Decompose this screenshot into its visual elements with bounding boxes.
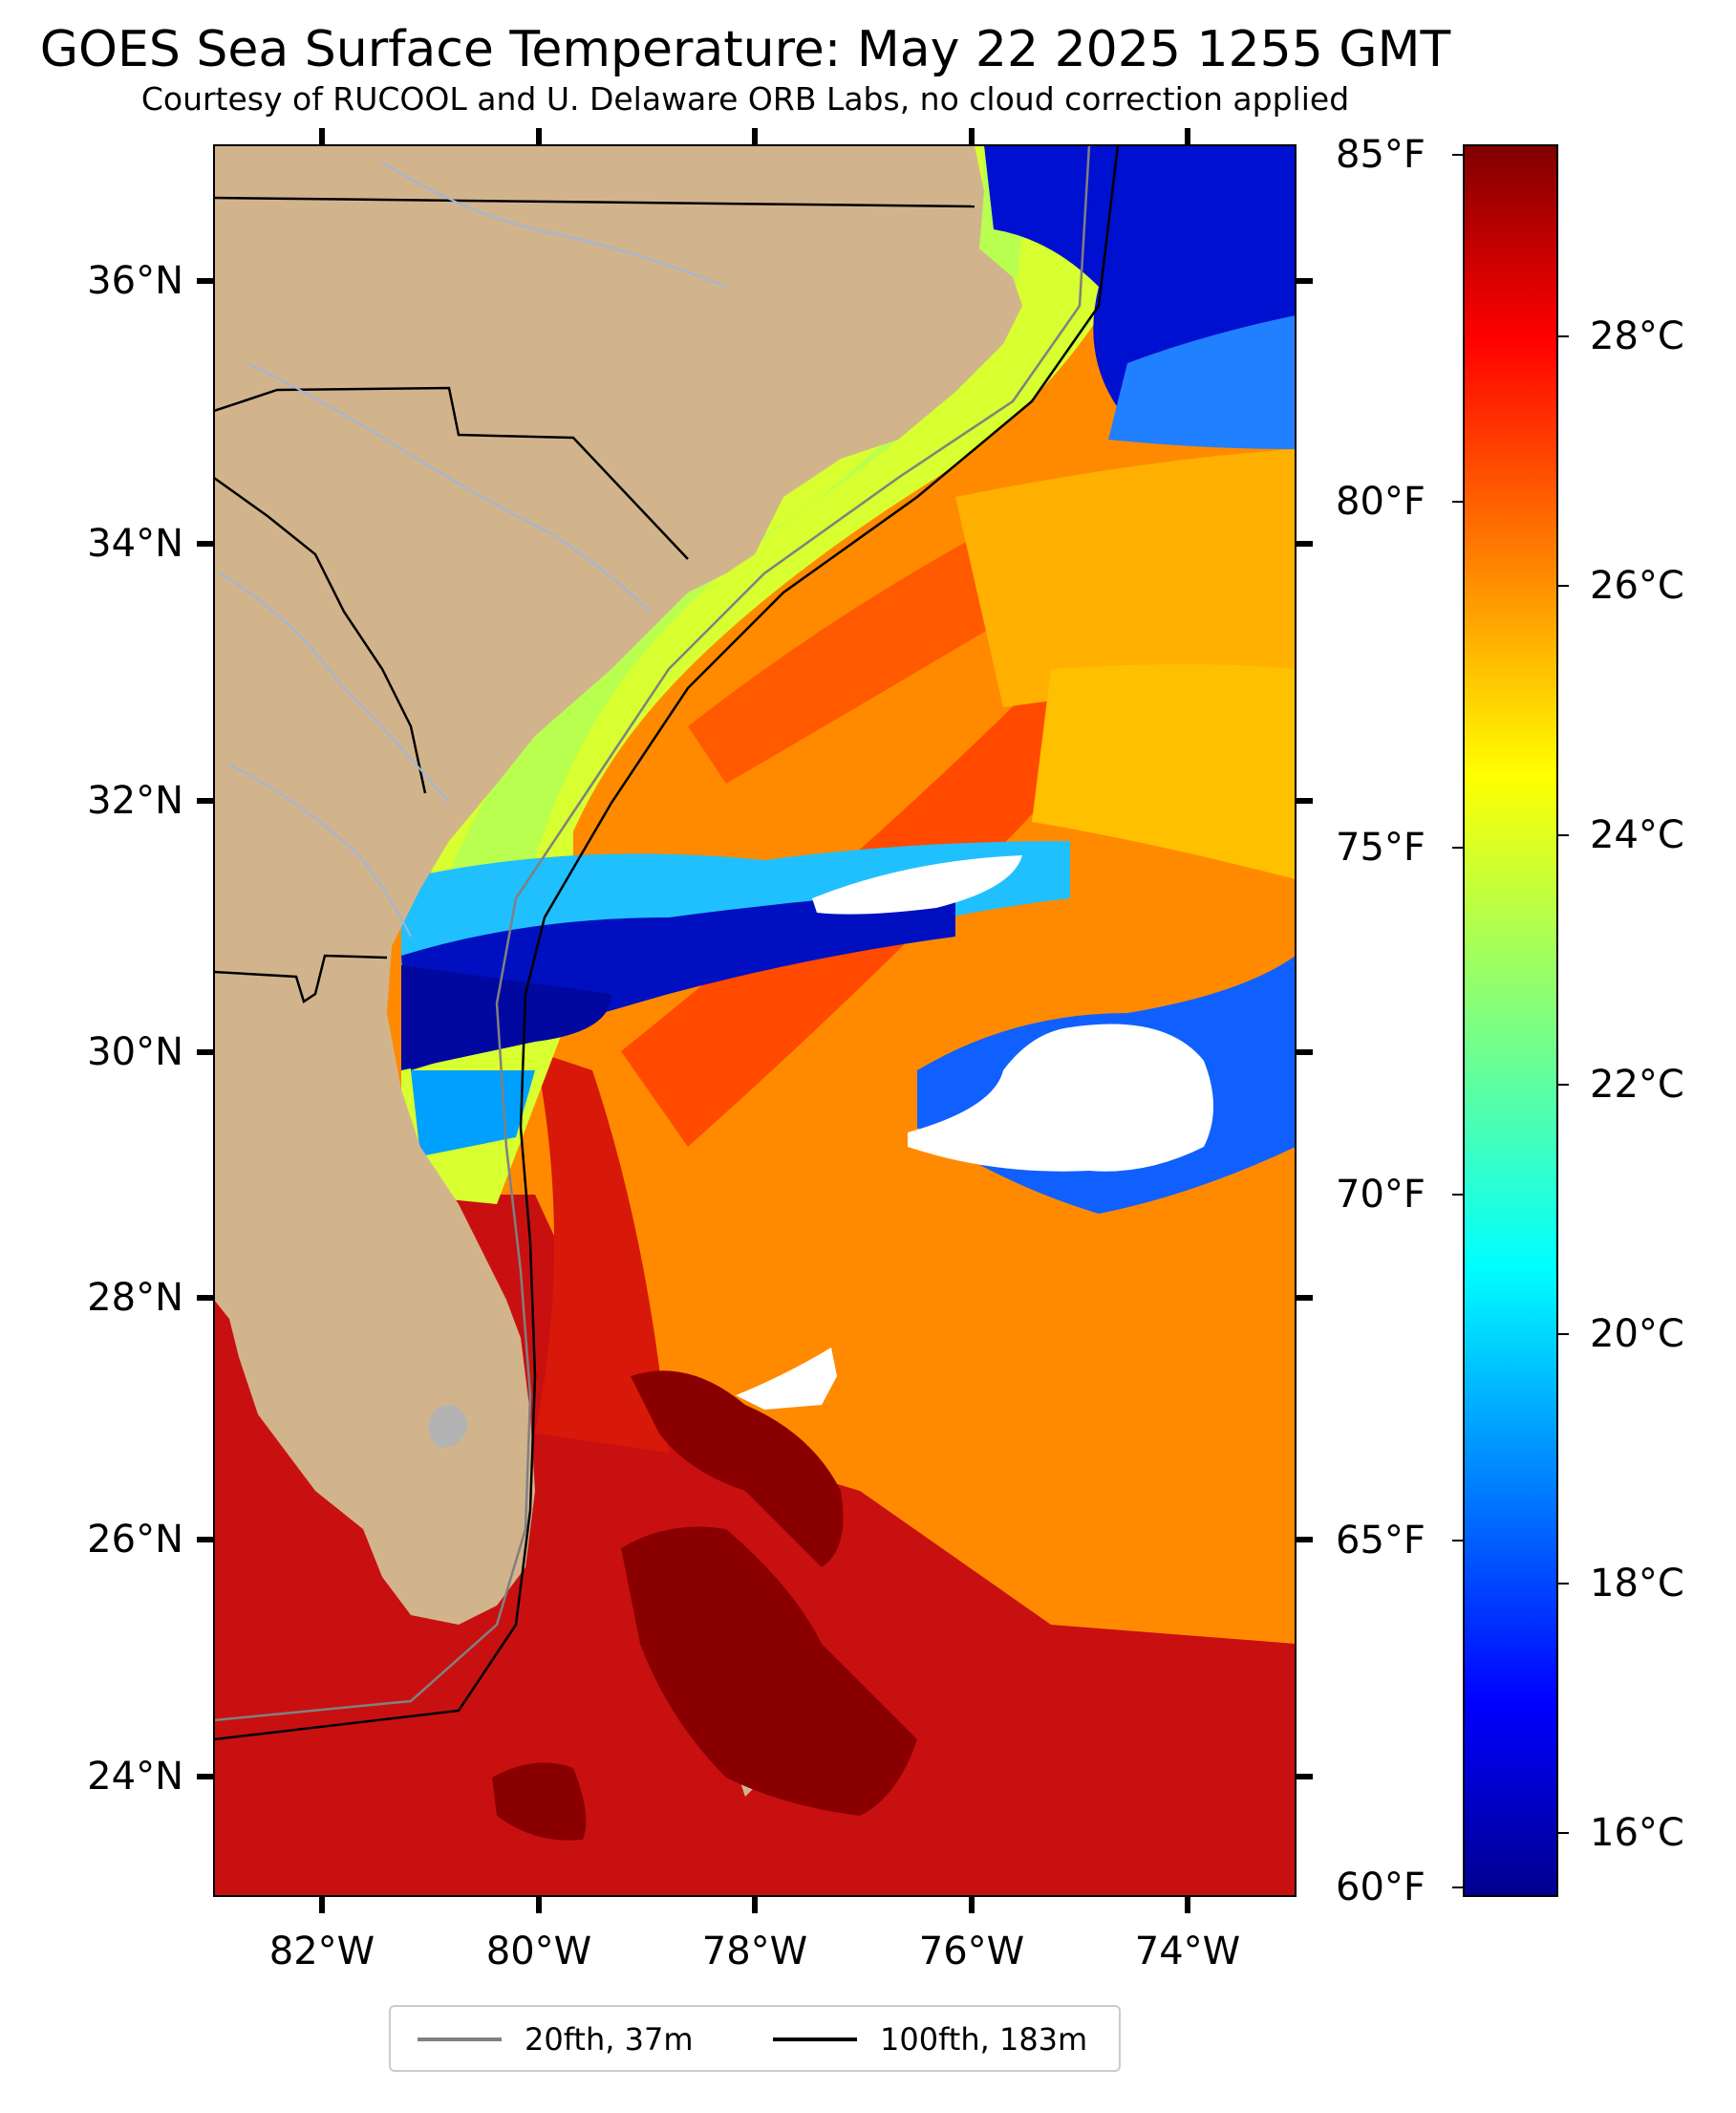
colorbar-label-28c: 28°C [1590,314,1684,358]
lon-label-78w: 78°W [701,1930,808,1973]
offshore-yellow [955,449,1296,707]
legend-label-20fth: 20fth, 37m [525,2021,694,2058]
river-4 [228,764,412,938]
lat-label-36n: 36°N [87,259,183,303]
colorbar-ticks-right [1557,335,1569,1834]
map-title: GOES Sea Surface Temperature: May 22 202… [39,21,1451,78]
colorbar-label-75f: 75°F [1336,826,1425,870]
shelf-water [401,145,1127,1204]
gulf-stream-core [535,1051,669,1453]
river-1 [381,162,727,288]
lon-label-74w: 74°W [1134,1930,1241,1973]
state-border-va-nc [214,196,975,208]
contour-legend: 20fth, 37m 100fth, 183m [389,2005,1121,2072]
colorbar-label-65f: 65°F [1336,1519,1425,1563]
lat-label-30n: 30°N [87,1030,183,1074]
cloud-29n [908,1024,1213,1172]
colorbar-label-85f: 85°F [1336,133,1425,177]
legend-swatch-100fth [773,2038,857,2041]
state-border-ga-fl [214,954,388,1003]
colorbar [1463,144,1558,1897]
map-area [214,145,1296,1896]
colorbar-label-26c: 26°C [1590,564,1684,608]
lat-tick-marks [197,278,1313,1779]
lon-tick-marks [319,128,1190,1913]
contour-100fth [214,145,1120,1741]
little-bahama-bank [631,1370,844,1567]
legend-label-100fth: 100fth, 183m [880,2021,1088,2058]
colorbar-label-18c: 18°C [1590,1562,1684,1606]
colorbar-ticks-left [1452,154,1464,1888]
colorbar-label-24c: 24°C [1590,813,1684,857]
cloud-27n [736,1348,837,1410]
cold-blob-29n [411,1070,535,1156]
lon-label-82w: 82°W [268,1930,375,1973]
cay-sal-bank [492,1762,587,1841]
cold-north-light [1108,315,1296,449]
us-mainland [214,145,1022,1625]
lat-label-26n: 26°N [87,1518,183,1562]
state-border-sc-ga [214,476,427,794]
legend-item-20fth: 20fth, 37m [418,2020,693,2059]
river-3 [219,572,450,804]
colorbar-label-16c: 16°C [1590,1811,1684,1855]
lon-label-76w: 76°W [918,1930,1025,1973]
legend-swatch-20fth [418,2038,502,2041]
lon-label-80w: 80°W [485,1930,592,1973]
shelf-water-inner [420,153,1032,956]
cold-band-30n [401,965,611,1070]
great-bahama-bank [621,1526,917,1816]
lat-label-32n: 32°N [87,779,183,823]
lat-label-24n: 24°N [87,1755,183,1799]
lat-label-28n: 28°N [87,1276,183,1320]
colorbar-label-60f: 60°F [1336,1865,1425,1909]
colorbar-label-22c: 22°C [1590,1063,1684,1107]
state-border-nc-sc [214,386,689,560]
contour-20fth [214,145,1091,1722]
colorbar-label-80f: 80°F [1336,480,1425,524]
colorbar-label-20c: 20°C [1590,1312,1684,1356]
legend-item-100fth: 100fth, 183m [773,2020,1087,2059]
river-2 [247,362,651,613]
colorbar-label-70f: 70°F [1336,1173,1425,1217]
lat-label-34n: 34°N [87,522,183,566]
map-subtitle: Courtesy of RUCOOL and U. Delaware ORB L… [140,80,1350,118]
lake-okeechobee [428,1405,468,1448]
cloud-31n [812,855,1022,915]
offshore-yellow-2 [1032,664,1296,879]
